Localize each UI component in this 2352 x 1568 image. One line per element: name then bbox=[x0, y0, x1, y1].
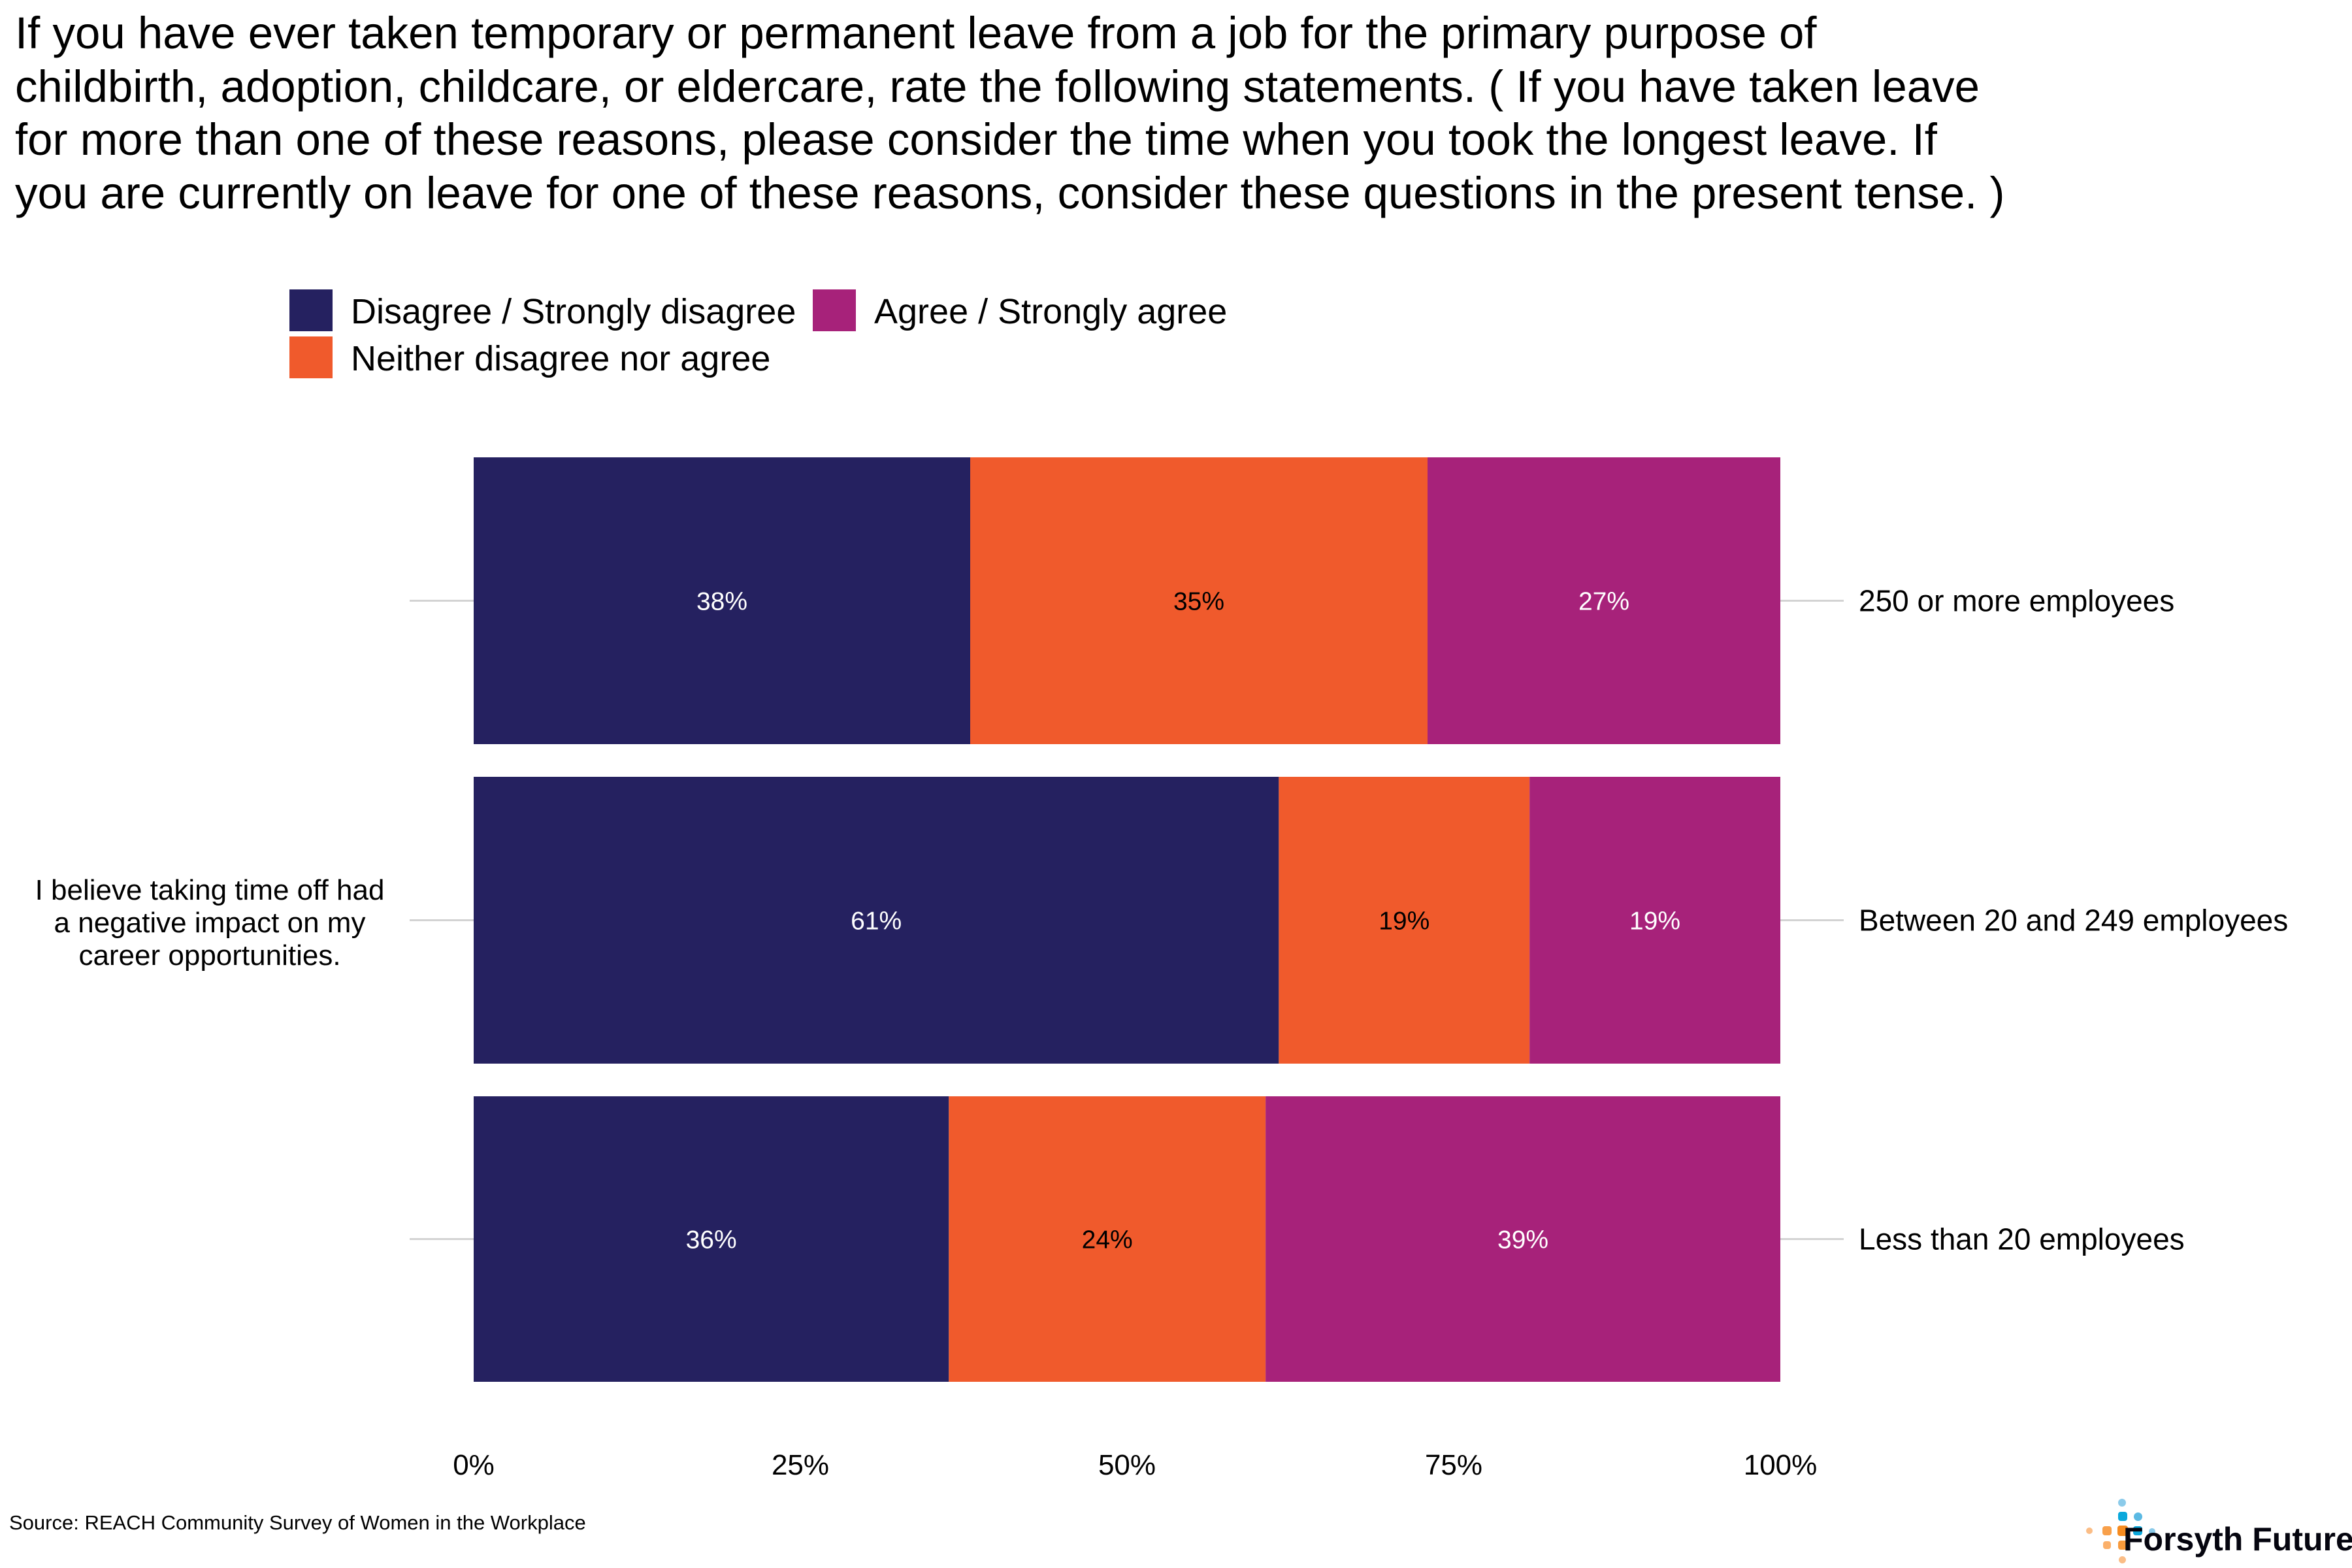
bar-segment bbox=[474, 1096, 949, 1382]
forsyth-futures-logo: Forsyth Futures bbox=[2071, 1478, 2352, 1568]
x-tick-label: 75% bbox=[1425, 1449, 1482, 1481]
bar-segment bbox=[1266, 1096, 1780, 1382]
data-label: 39% bbox=[1497, 1226, 1548, 1254]
legend-swatch bbox=[289, 336, 333, 378]
source-note: Source: REACH Community Survey of Women … bbox=[9, 1511, 586, 1534]
x-tick-label: 25% bbox=[772, 1449, 829, 1481]
data-label: 27% bbox=[1578, 588, 1629, 616]
bar-segment bbox=[474, 777, 1279, 1064]
legend-label: Disagree / Strongly disagree bbox=[351, 292, 796, 331]
legend-label: Agree / Strongly agree bbox=[874, 292, 1228, 331]
chart-title: If you have ever taken temporary or perm… bbox=[15, 8, 2005, 218]
x-tick-label: 50% bbox=[1098, 1449, 1156, 1481]
legend-label: Neither disagree nor agree bbox=[351, 339, 771, 378]
data-label: 19% bbox=[1629, 907, 1680, 936]
logo-text: Forsyth Futures bbox=[2123, 1521, 2352, 1558]
category-label: Between 20 and 249 employees bbox=[1859, 904, 2288, 938]
bar-segment bbox=[1279, 777, 1530, 1064]
bar-segment bbox=[1428, 457, 1780, 744]
x-tick-label: 100% bbox=[1744, 1449, 1818, 1481]
data-label: 35% bbox=[1173, 588, 1224, 616]
category-label: Less than 20 employees bbox=[1859, 1222, 2185, 1256]
legend-swatch bbox=[289, 289, 333, 331]
data-label: 24% bbox=[1082, 1226, 1133, 1254]
data-label: 61% bbox=[851, 907, 902, 936]
data-label: 19% bbox=[1379, 907, 1429, 936]
bar-segment bbox=[949, 1096, 1266, 1382]
bar-segment bbox=[1529, 777, 1780, 1064]
statement-label: I believe taking time off had a negative … bbox=[35, 874, 385, 972]
x-tick-label: 0% bbox=[453, 1449, 495, 1481]
data-label: 38% bbox=[696, 588, 747, 616]
bar-segment bbox=[474, 457, 970, 744]
data-label: 36% bbox=[686, 1226, 737, 1254]
bar-segment bbox=[970, 457, 1428, 744]
category-label: 250 or more employees bbox=[1859, 584, 2174, 618]
legend-swatch bbox=[813, 289, 856, 331]
